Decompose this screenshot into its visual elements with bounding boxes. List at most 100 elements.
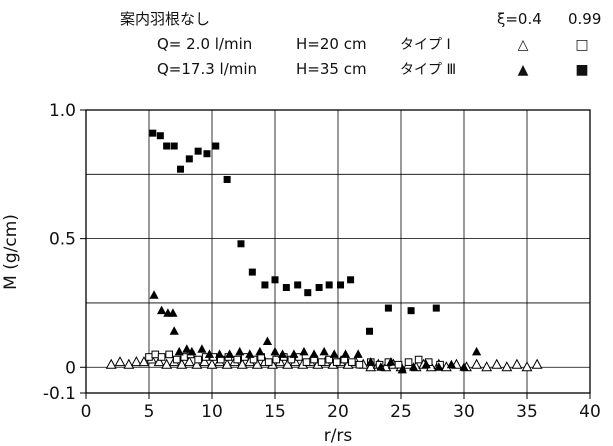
data-points bbox=[105, 129, 543, 374]
x-tick-label: 5 bbox=[144, 402, 155, 422]
filled-triangle-point bbox=[353, 349, 363, 358]
x-tick-label: 15 bbox=[264, 402, 286, 422]
y-tick-label: 1.0 bbox=[49, 101, 76, 121]
open-triangle-point bbox=[199, 356, 210, 367]
legend-row1-type: タイプ Ⅰ bbox=[400, 37, 451, 53]
filled-square-point bbox=[325, 281, 333, 289]
legend-title: 案内羽根なし bbox=[120, 10, 210, 28]
legend-row1-square-symbol: □ bbox=[575, 37, 588, 53]
filled-triangle-point bbox=[262, 336, 273, 346]
filled-square-point bbox=[203, 150, 211, 158]
x-tick-label: 40 bbox=[579, 402, 601, 422]
y-axis-label: M (g/cm) bbox=[1, 214, 21, 290]
x-axis-ticks: 0 5 10 15 20 25 30 35 40 bbox=[81, 393, 601, 422]
filled-square-point bbox=[282, 284, 290, 292]
x-tick-label: 0 bbox=[81, 402, 92, 422]
filled-triangle-point bbox=[386, 357, 396, 366]
open-square-point bbox=[145, 353, 153, 361]
filled-square-point bbox=[149, 129, 157, 137]
filled-triangle-point bbox=[214, 349, 225, 358]
open-triangle-point bbox=[130, 356, 142, 367]
filled-triangle-point bbox=[168, 308, 178, 317]
open-square-point bbox=[272, 355, 281, 364]
filled-triangle-point bbox=[366, 357, 376, 366]
filled-triangle-point bbox=[255, 346, 265, 356]
filled-triangle-point bbox=[421, 359, 431, 369]
filled-square-point bbox=[337, 281, 345, 289]
open-square-point bbox=[194, 355, 202, 364]
grid bbox=[86, 110, 590, 393]
filled-triangle-point bbox=[225, 349, 235, 358]
x-tick-label: 10 bbox=[201, 402, 223, 422]
open-square-point bbox=[302, 358, 311, 366]
legend-row2-type: タイプ Ⅲ bbox=[400, 62, 456, 78]
filled-square-point bbox=[212, 142, 220, 150]
x-tick-label: 30 bbox=[453, 402, 475, 422]
filled-triangle-point bbox=[235, 346, 245, 356]
open-square-point bbox=[394, 360, 403, 369]
open-square-point bbox=[249, 355, 258, 364]
x-tick-label: 25 bbox=[390, 402, 412, 422]
filled-triangle-point bbox=[187, 346, 197, 356]
filled-triangle-point bbox=[299, 346, 309, 356]
filled-square-point bbox=[315, 284, 323, 292]
open-square-point bbox=[151, 350, 160, 359]
filled-triangle-point bbox=[149, 290, 159, 299]
open-square-point bbox=[172, 355, 181, 364]
filled-triangle-point bbox=[245, 349, 255, 358]
legend-row2-square-symbol: ■ bbox=[575, 62, 588, 78]
filled-triangle-point bbox=[434, 362, 444, 371]
filled-square-point bbox=[248, 268, 256, 276]
filled-triangle-point bbox=[340, 349, 351, 358]
legend-row2-triangle-symbol: ▲ bbox=[518, 62, 529, 78]
filled-triangle-point bbox=[309, 349, 319, 358]
filled-triangle-point bbox=[197, 344, 207, 353]
legend-row1-triangle-symbol: △ bbox=[518, 37, 529, 53]
open-square-point bbox=[332, 358, 341, 366]
open-triangle-point bbox=[153, 356, 165, 367]
filled-triangle-point bbox=[376, 362, 386, 371]
filled-square-point bbox=[432, 304, 440, 312]
filled-square-point bbox=[261, 281, 269, 289]
filled-square-point bbox=[170, 142, 178, 150]
xi-label: ξ=0.4 bbox=[497, 10, 542, 28]
y-tick-label: -0.1 bbox=[43, 384, 76, 404]
open-triangle-point bbox=[531, 358, 543, 369]
filled-triangle-point bbox=[472, 346, 482, 356]
open-triangle-point bbox=[123, 358, 135, 369]
open-triangle-point bbox=[114, 356, 126, 367]
filled-square-point bbox=[347, 276, 355, 284]
filled-triangle-point bbox=[204, 349, 215, 358]
legend-row1-height: H=20 cm bbox=[296, 35, 367, 53]
filled-square-point bbox=[384, 304, 392, 312]
filled-square-point bbox=[194, 147, 202, 155]
x-tick-label: 35 bbox=[516, 402, 538, 422]
filled-square-point bbox=[407, 307, 415, 315]
open-triangle-point bbox=[521, 361, 533, 372]
x-tick-label: 20 bbox=[327, 402, 349, 422]
legend-row1-flow: Q= 2.0 l/min bbox=[157, 35, 252, 53]
filled-triangle-point bbox=[397, 364, 407, 374]
filled-triangle-point bbox=[157, 305, 167, 315]
open-triangle-point bbox=[206, 358, 218, 369]
open-triangle-point bbox=[183, 356, 195, 367]
filled-square-point bbox=[185, 155, 193, 163]
filled-square-point bbox=[177, 165, 184, 173]
filled-square-point bbox=[163, 142, 171, 150]
filled-triangle-point bbox=[459, 362, 469, 371]
filled-triangle-point bbox=[174, 346, 184, 356]
open-triangle-point bbox=[491, 358, 503, 369]
y-tick-label: 0 bbox=[65, 358, 76, 378]
filled-triangle-point bbox=[289, 349, 299, 358]
open-triangle-point bbox=[105, 358, 117, 369]
filled-triangle-point bbox=[409, 362, 419, 371]
open-square-point bbox=[355, 360, 364, 369]
filled-square-point bbox=[223, 175, 231, 183]
x-axis-label: r/rs bbox=[324, 426, 353, 446]
xi-value-2: 0.99 bbox=[568, 10, 601, 28]
open-square-point bbox=[325, 355, 333, 364]
filled-triangle-point bbox=[329, 349, 339, 358]
open-square-point bbox=[157, 353, 166, 361]
legend-row2-flow: Q=17.3 l/min bbox=[157, 60, 257, 78]
filled-square-point bbox=[304, 289, 312, 297]
